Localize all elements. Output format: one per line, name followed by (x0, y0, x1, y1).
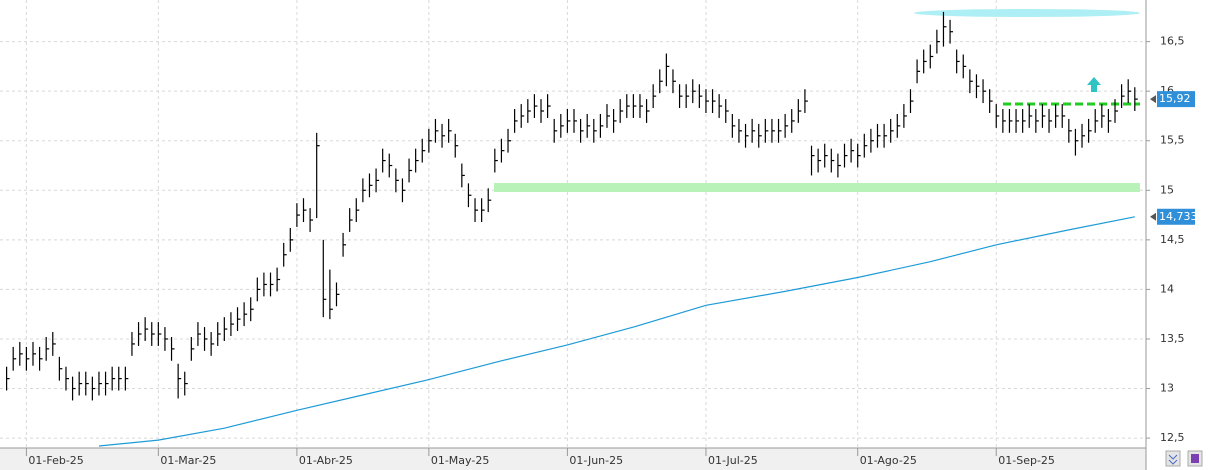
x-axis-bar (0, 448, 1146, 470)
x-tick-label: 01-Jun-25 (569, 454, 623, 467)
price-tag-label: 14,733 (1159, 210, 1198, 223)
y-tick-label: 12,5 (1160, 431, 1185, 444)
y-tick-label: 13,5 (1160, 332, 1185, 345)
y-tick-label: 13 (1160, 382, 1174, 395)
x-tick-label: 01-May-25 (431, 454, 489, 467)
price-tag-box (1157, 208, 1195, 225)
x-tick-label: 01-Abr-25 (299, 454, 353, 467)
price-tag-pointer (1150, 95, 1156, 104)
y-tick-label: 14,5 (1160, 233, 1185, 246)
resistance-ellipse (914, 9, 1140, 17)
support-band (494, 183, 1140, 192)
x-tick-label: 01-Feb-25 (28, 454, 83, 467)
price-tag-pointer (1150, 212, 1156, 221)
grid (0, 0, 1146, 448)
plot (5, 11, 1138, 447)
collapse-icon (1168, 454, 1178, 465)
x-tick-label: 01-Jul-25 (708, 454, 758, 467)
up-arrow (1087, 77, 1101, 92)
y-tick-label: 15 (1160, 183, 1174, 196)
price-tag: 15,92 (1150, 91, 1195, 108)
y-tick-label: 16,5 (1160, 35, 1185, 48)
price-tag-label: 15,92 (1159, 92, 1191, 105)
save-icon (1191, 454, 1199, 463)
x-tick-label: 01-Ago-25 (860, 454, 917, 467)
y-tick-label: 15,5 (1160, 134, 1185, 147)
moving-average-line (98, 216, 1135, 447)
x-tick-label: 01-Mar-25 (160, 454, 216, 467)
x-tick-label: 01-Sep-25 (998, 454, 1055, 467)
y-tick-label: 14 (1160, 282, 1174, 295)
price-tag: 14,733 (1150, 208, 1198, 225)
price-tag-box (1157, 91, 1195, 108)
